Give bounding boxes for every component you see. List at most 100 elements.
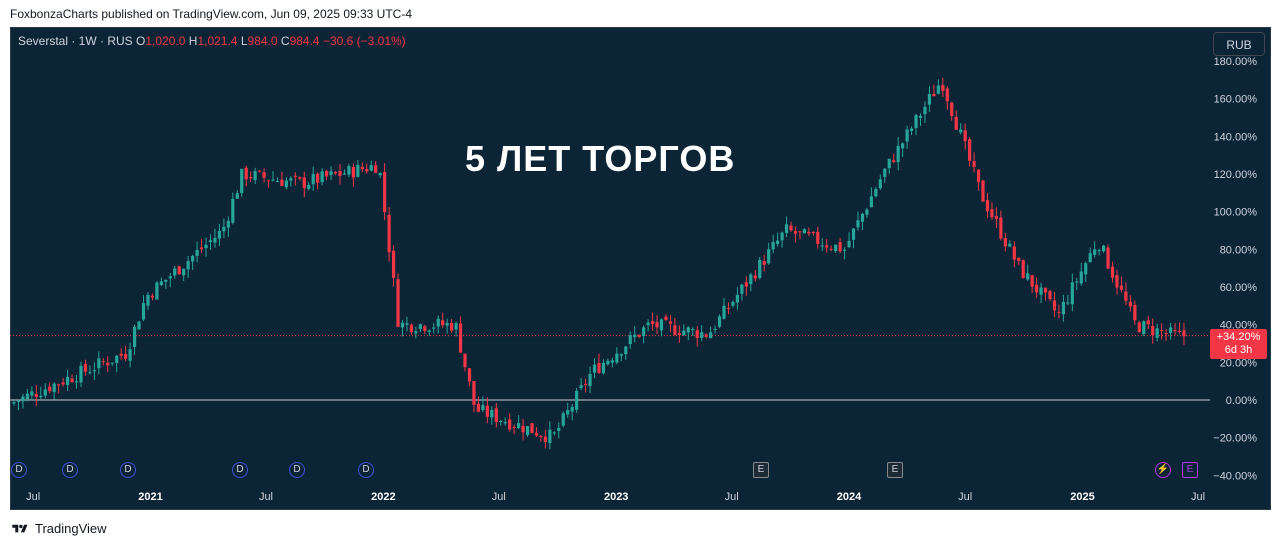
candle-body <box>132 326 137 348</box>
dividend-marker[interactable]: D <box>358 462 374 478</box>
earnings-marker[interactable]: E <box>887 462 903 478</box>
candle-body <box>186 261 190 270</box>
x-tick-label: Jul <box>725 491 739 503</box>
dividend-marker[interactable]: D <box>289 462 305 478</box>
candle-body <box>320 171 324 183</box>
candle-body <box>909 128 914 132</box>
candle-body <box>1039 287 1043 295</box>
candle-body <box>235 193 239 199</box>
candle-body <box>97 358 101 369</box>
candle-body <box>767 249 771 264</box>
candle-body <box>749 274 753 285</box>
current-price-badge: +34.20% 6d 3h <box>1210 329 1267 359</box>
candle-body <box>1017 257 1021 261</box>
candle-body <box>704 334 708 337</box>
dividend-marker[interactable]: D <box>62 462 78 478</box>
footer-brand[interactable]: TradingView <box>10 521 107 536</box>
open-value: 1,020.0 <box>145 34 186 48</box>
candle-body <box>691 329 695 331</box>
candle-body <box>168 276 172 279</box>
candle-body <box>561 413 565 426</box>
candle-body <box>968 139 972 161</box>
upcoming-earnings-marker[interactable]: E <box>1182 462 1198 478</box>
candle-body <box>798 231 802 233</box>
chart-frame[interactable] <box>10 27 1271 510</box>
candle-body <box>298 177 302 179</box>
candle-body <box>65 376 70 385</box>
candle-body <box>583 384 588 386</box>
high-label: H <box>188 34 198 48</box>
dividend-marker[interactable]: D <box>120 462 136 478</box>
candle-body <box>851 228 856 240</box>
candle-body <box>990 209 994 218</box>
candle-body <box>418 324 422 329</box>
candle-body <box>266 180 271 182</box>
candle-body <box>409 324 414 332</box>
candle-body <box>543 436 547 442</box>
candle-body <box>1012 246 1016 260</box>
x-tick-label: Jul <box>259 491 273 503</box>
dividend-marker[interactable]: D <box>11 462 27 478</box>
candle-body <box>494 408 498 423</box>
candle-body <box>579 385 583 389</box>
candle-body <box>253 171 257 181</box>
candle-body <box>918 115 923 118</box>
candle-body <box>1097 250 1101 252</box>
candle-body <box>48 386 52 392</box>
candle-body <box>191 255 195 262</box>
candle-body <box>525 426 530 436</box>
candle-body <box>427 330 431 332</box>
x-tick-label: 2022 <box>371 491 395 503</box>
candle-body <box>124 354 128 359</box>
candle-body <box>539 435 543 437</box>
candle-body <box>1177 330 1182 332</box>
candle-body <box>927 94 932 105</box>
candle-body <box>1030 275 1034 287</box>
candle-body <box>999 217 1003 239</box>
bar-countdown: 6d 3h <box>1224 344 1253 356</box>
y-tick-label: 40.00% <box>1220 320 1258 332</box>
candle-body <box>548 429 552 444</box>
chart-annotation: 5 ЛЕТ ТОРГОВ <box>465 138 736 179</box>
candle-body <box>450 322 454 331</box>
y-tick-label: 180.00% <box>1214 56 1258 68</box>
candle-body <box>262 172 266 178</box>
candle-body <box>499 421 503 423</box>
candle-body <box>985 200 990 212</box>
candle-body <box>1133 304 1137 321</box>
candle-body <box>490 409 494 418</box>
x-tick-label: Jul <box>958 491 972 503</box>
chart-legend: Severstal · 1W · RUS O1,020.0 H1,021.4 L… <box>18 34 406 48</box>
candle-body <box>517 423 521 429</box>
candle-body <box>445 322 449 326</box>
split-marker-icon[interactable]: ⚡ <box>1155 462 1171 478</box>
dividend-marker[interactable]: D <box>232 462 248 478</box>
candle-body <box>601 362 606 374</box>
candle-body <box>57 384 61 386</box>
candle-body <box>396 279 400 327</box>
candle-body <box>1070 282 1074 305</box>
candle-body <box>405 323 409 325</box>
candle-body <box>508 419 512 430</box>
candle-body <box>1021 260 1025 278</box>
candle-body <box>280 179 284 186</box>
candle-body <box>633 334 637 338</box>
candle-body <box>950 102 954 116</box>
y-tick-label: 140.00% <box>1214 131 1258 143</box>
candle-body <box>936 85 940 94</box>
candle-body <box>360 166 364 170</box>
candle-body <box>847 240 851 247</box>
candle-body <box>637 334 641 337</box>
candle-body <box>521 425 525 433</box>
candle-body <box>552 432 556 434</box>
price-chart[interactable]: 180.00% 160.00% 140.00% 120.00% 100.00% 80.00… <box>10 27 1271 510</box>
earnings-marker[interactable]: E <box>753 462 769 478</box>
candle-body <box>789 225 793 231</box>
candle-body <box>208 240 213 243</box>
symbol-label[interactable]: Severstal · 1W · RUS <box>18 34 133 48</box>
candle-body <box>744 282 748 287</box>
candle-body <box>231 198 235 223</box>
currency-button[interactable]: RUB <box>1213 32 1265 56</box>
candle-body <box>1026 273 1030 280</box>
candle-body <box>52 383 56 393</box>
